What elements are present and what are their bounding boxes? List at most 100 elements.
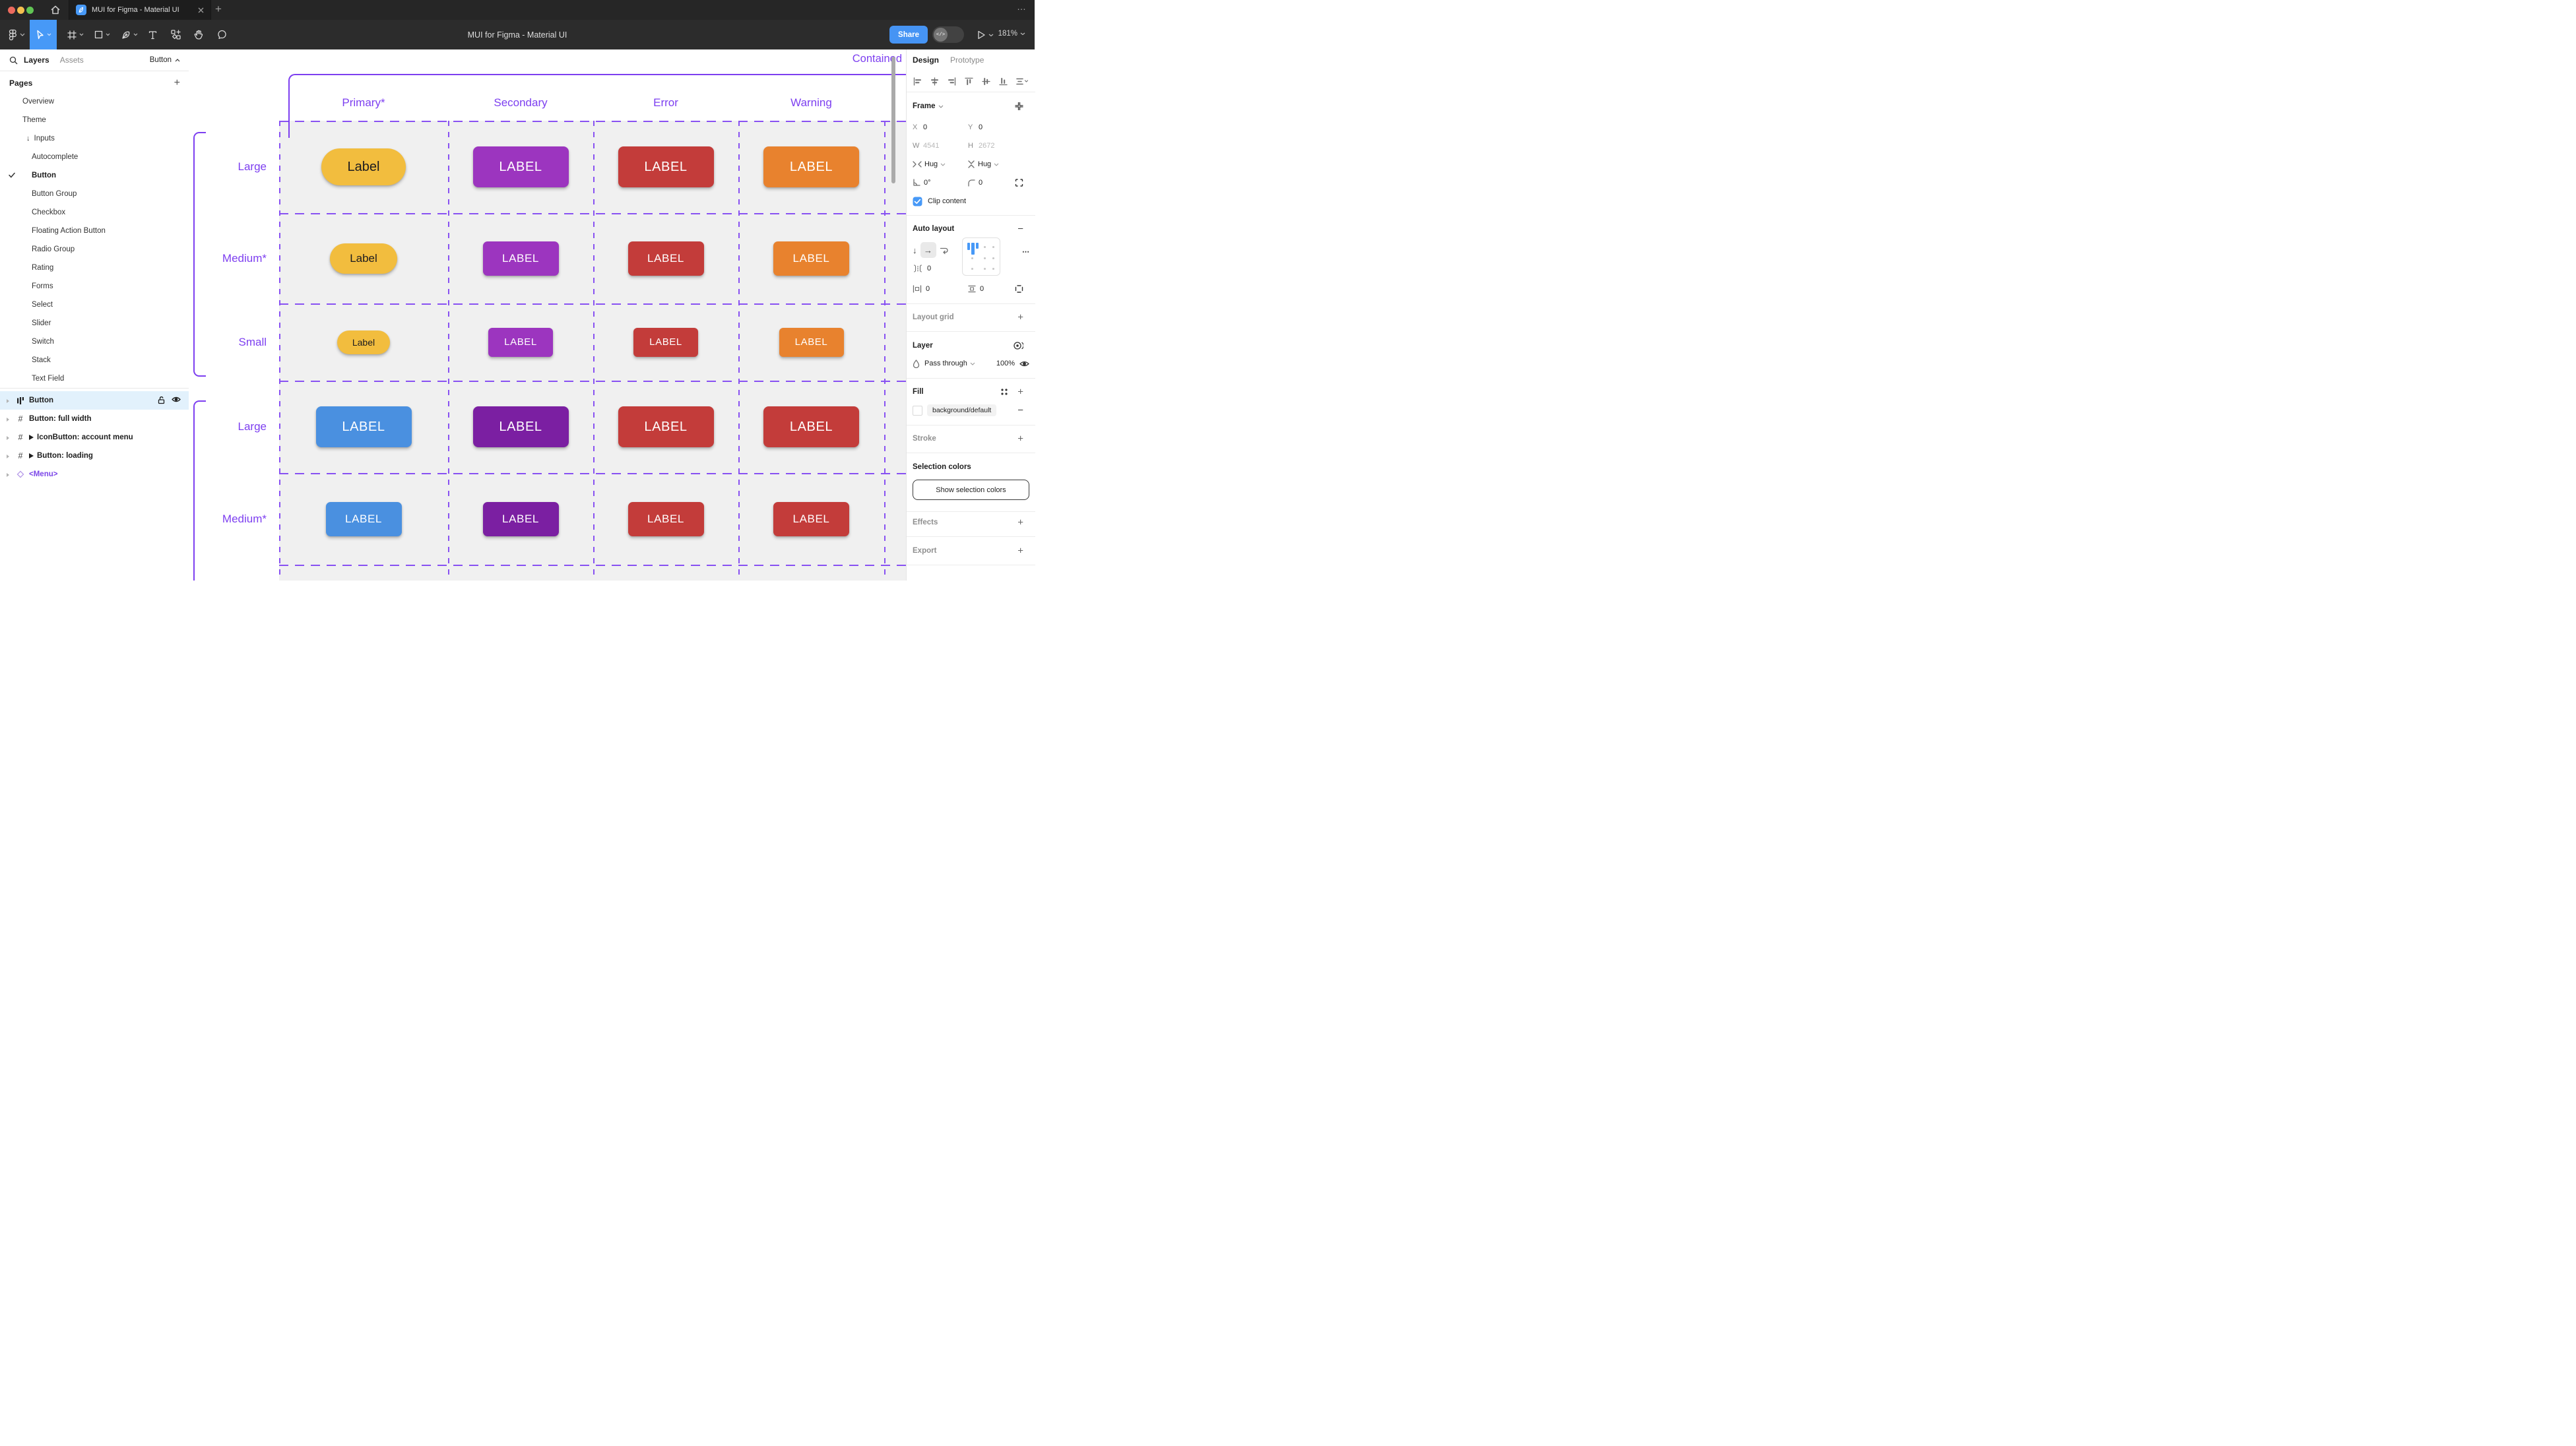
canvas-button[interactable]: Label bbox=[330, 243, 397, 274]
zoom-traffic-light[interactable] bbox=[26, 6, 34, 14]
canvas-button[interactable]: LABEL bbox=[773, 501, 849, 536]
move-tool[interactable] bbox=[30, 20, 57, 49]
tab-prototype[interactable]: Prototype bbox=[950, 55, 984, 65]
add-effect-button[interactable]: + bbox=[1017, 517, 1023, 528]
add-stroke-button[interactable]: + bbox=[1017, 433, 1023, 445]
expand-caret-icon[interactable] bbox=[6, 454, 10, 459]
canvas-button[interactable]: LABEL bbox=[618, 146, 714, 187]
align-right-icon[interactable] bbox=[948, 77, 956, 86]
vertical-padding-input[interactable]: 0 bbox=[980, 285, 984, 293]
window-more-icon[interactable]: … bbox=[1017, 1, 1027, 12]
wrap-icon[interactable] bbox=[940, 246, 950, 255]
tab-design[interactable]: Design bbox=[913, 55, 940, 65]
w-input[interactable]: 4541 bbox=[923, 142, 940, 150]
hug-horizontal-select[interactable]: Hug bbox=[924, 160, 938, 168]
sidebar-page-item[interactable]: Floating Action Button bbox=[0, 222, 189, 240]
comment-tool[interactable] bbox=[211, 20, 232, 49]
layer-row[interactable]: # Button: full width bbox=[0, 410, 189, 428]
layer-row[interactable]: Button bbox=[0, 391, 189, 410]
canvas-button[interactable]: LABEL bbox=[482, 501, 559, 536]
canvas-button[interactable]: LABEL bbox=[618, 406, 714, 447]
individual-padding-icon[interactable] bbox=[1015, 285, 1023, 294]
canvas-button[interactable]: LABEL bbox=[325, 501, 402, 536]
component-play-icon[interactable] bbox=[29, 435, 34, 440]
sidebar-page-item[interactable]: Slider bbox=[0, 314, 189, 332]
clip-content-row[interactable]: Clip content bbox=[913, 195, 1029, 208]
y-input[interactable]: 0 bbox=[979, 123, 983, 131]
present-button[interactable] bbox=[977, 30, 994, 40]
tab-layers[interactable]: Layers bbox=[24, 55, 49, 65]
home-icon[interactable] bbox=[50, 5, 61, 15]
sidebar-page-item[interactable]: Switch bbox=[0, 332, 189, 351]
column-header[interactable]: Warning bbox=[790, 96, 832, 109]
expand-caret-icon[interactable] bbox=[6, 472, 10, 478]
fill-row[interactable]: background/default − bbox=[913, 403, 1029, 418]
x-input[interactable]: 0 bbox=[923, 123, 928, 131]
canvas-button[interactable]: LABEL bbox=[315, 406, 412, 447]
page-selector[interactable]: Button bbox=[150, 56, 180, 64]
show-selection-colors-button[interactable]: Show selection colors bbox=[913, 480, 1029, 500]
canvas-button[interactable]: Label bbox=[321, 148, 406, 185]
add-export-button[interactable]: + bbox=[1017, 545, 1023, 557]
layer-row[interactable]: <Menu> bbox=[0, 465, 189, 484]
visibility-eye-icon[interactable] bbox=[1019, 360, 1029, 367]
hand-tool[interactable] bbox=[188, 20, 209, 49]
rotation-input[interactable]: 0° bbox=[924, 179, 931, 187]
remove-fill-button[interactable]: − bbox=[1017, 404, 1023, 416]
gap-input[interactable]: 0 bbox=[927, 265, 932, 272]
share-button[interactable]: Share bbox=[889, 26, 928, 44]
sidebar-page-item[interactable]: Forms bbox=[0, 277, 189, 296]
canvas-button[interactable]: LABEL bbox=[628, 501, 704, 536]
add-page-button[interactable]: + bbox=[174, 77, 180, 88]
shape-tool[interactable] bbox=[90, 20, 115, 49]
fill-token[interactable]: background/default bbox=[927, 404, 997, 416]
h-input[interactable]: 2672 bbox=[979, 142, 995, 150]
layer-row[interactable]: # Button: loading bbox=[0, 447, 189, 465]
expand-caret-icon[interactable] bbox=[6, 398, 10, 404]
blend-mode-icon[interactable] bbox=[1014, 342, 1023, 350]
expand-caret-icon[interactable] bbox=[6, 435, 10, 441]
direction-vertical-icon[interactable]: ↓ bbox=[913, 245, 917, 255]
visibility-eye-icon[interactable] bbox=[172, 396, 181, 404]
text-tool[interactable] bbox=[143, 20, 162, 49]
close-traffic-light[interactable] bbox=[8, 6, 15, 14]
collapse-icon[interactable] bbox=[1015, 102, 1023, 111]
align-h-center-icon[interactable] bbox=[930, 77, 939, 86]
dev-mode-toggle[interactable]: </> bbox=[932, 26, 964, 43]
component-play-icon[interactable] bbox=[29, 453, 34, 458]
canvas[interactable]: Contained Primary* Secondary Error Warning … bbox=[189, 49, 906, 581]
row-label[interactable]: Small bbox=[238, 335, 267, 348]
styles-icon[interactable] bbox=[1000, 388, 1008, 396]
distribute-icon[interactable] bbox=[1016, 77, 1029, 86]
hug-vertical-select[interactable]: Hug bbox=[978, 160, 992, 168]
layer-row[interactable]: # IconButton: account menu bbox=[0, 428, 189, 447]
sidebar-page-item[interactable]: ↓ Inputs bbox=[0, 129, 189, 148]
sidebar-page-item[interactable]: Theme bbox=[0, 111, 189, 129]
tab-assets[interactable]: Assets bbox=[59, 55, 84, 65]
independent-corners-icon[interactable] bbox=[1015, 179, 1023, 187]
row-label[interactable]: Large bbox=[238, 420, 267, 433]
add-layout-grid-button[interactable]: + bbox=[1017, 311, 1023, 323]
canvas-button[interactable]: LABEL bbox=[472, 146, 569, 187]
canvas-button[interactable]: LABEL bbox=[472, 406, 569, 447]
auto-layout-more-icon[interactable]: ⋯ bbox=[1022, 247, 1029, 256]
resources-tool[interactable] bbox=[165, 20, 186, 49]
main-menu-button[interactable] bbox=[5, 20, 28, 49]
row-label[interactable]: Large bbox=[238, 160, 267, 173]
new-tab-button[interactable]: + bbox=[215, 3, 222, 15]
align-v-center-icon[interactable] bbox=[982, 77, 990, 86]
sidebar-page-item[interactable]: Rating bbox=[0, 259, 189, 277]
opacity-input[interactable]: 100% bbox=[996, 360, 1015, 367]
unlock-icon[interactable] bbox=[158, 396, 165, 404]
row-label[interactable]: Medium* bbox=[222, 251, 267, 265]
frame-name-label[interactable]: Contained bbox=[852, 53, 902, 65]
canvas-button[interactable]: LABEL bbox=[763, 146, 859, 187]
canvas-scrollbar[interactable] bbox=[891, 57, 895, 183]
frame-section-header[interactable]: Frame bbox=[913, 100, 1029, 113]
blend-mode-select[interactable]: Pass through bbox=[924, 360, 967, 367]
horizontal-padding-input[interactable]: 0 bbox=[926, 285, 930, 293]
sidebar-page-item[interactable]: Text Field bbox=[0, 369, 189, 388]
align-top-icon[interactable] bbox=[965, 77, 973, 86]
sidebar-page-item[interactable]: Overview bbox=[0, 92, 189, 111]
pen-tool[interactable] bbox=[117, 20, 142, 49]
